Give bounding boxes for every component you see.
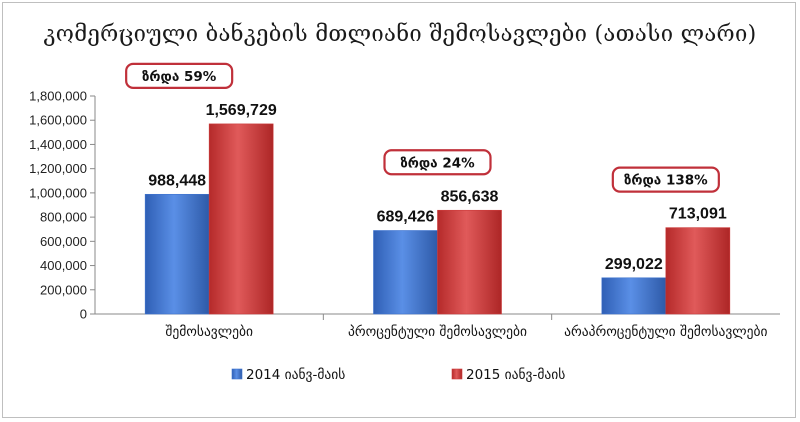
legend-label: 2015 იანვ-მაის [466,367,565,383]
y-tick-label: 200,000 [40,282,87,297]
chart-title: კომერციული ბანკების მთლიანი შემოსავლები … [43,22,757,47]
y-tick-label: 400,000 [40,258,87,273]
data-label: 713,091 [669,206,727,223]
y-tick-label: 1,000,000 [29,185,87,200]
x-category-label: არაპროცენტული შემოსავლები [564,323,767,340]
data-label: 299,022 [605,256,663,273]
growth-callout-box [125,62,234,89]
bar [601,277,667,315]
data-label: 856,638 [441,188,499,205]
axes: 0 200,000 400,000 600,000 800,000 1,000,000 1,… [29,89,780,340]
x-category-label: შემოსავლები [165,324,253,340]
x-category-label: პროცენტული შემოსავლები [348,323,527,340]
bar [437,209,502,315]
growth-callout-box [383,149,492,176]
growth-callout-box [611,166,720,193]
bar [208,123,274,315]
legend-label: 2014 იანვ-მაის [246,367,345,383]
legend-swatch [451,368,463,380]
bars [144,123,731,315]
bar [144,193,210,315]
bar [665,227,731,315]
data-label: 689,426 [377,209,435,226]
value-labels: 988,448 1,569,729 689,426 856,638 299,022 713… [148,102,727,273]
growth-callout-text: ზრდა 138% [624,173,708,189]
y-tick-label: 1,200,000 [29,161,87,176]
annotations: ზრდა 59% ზრდა 24% ზრდა 138% [125,62,720,193]
data-label: 1,569,729 [206,102,277,119]
legend: 2014 იანვ-მაის 2015 იანვ-მაის [231,367,565,383]
y-tick-label: 600,000 [40,234,87,249]
data-label: 988,448 [148,172,206,189]
y-tick-label: 1,400,000 [29,137,87,152]
growth-callout-text: ზრდა 24% [400,155,475,171]
legend-swatch [231,368,243,380]
y-tick-label: 800,000 [40,210,87,225]
y-tick-label: 1,800,000 [29,89,87,104]
y-tick-label: 0 [80,307,87,322]
y-tick-label: 1,600,000 [29,113,87,128]
growth-callout-text: ზრდა 59% [142,69,217,85]
bar [373,230,438,315]
